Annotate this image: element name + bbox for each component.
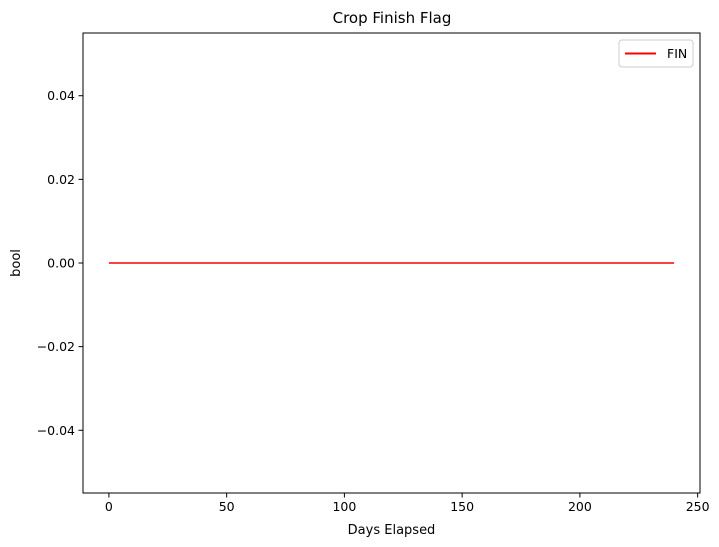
x-tick-label: 200 — [568, 499, 592, 514]
x-tick-label: 250 — [686, 499, 710, 514]
x-tick-label: 150 — [450, 499, 474, 514]
y-axis-label: bool — [9, 249, 24, 277]
y-tick-label: 0.02 — [47, 172, 75, 187]
legend-label-fin: FIN — [667, 46, 687, 61]
y-tick-label: −0.04 — [37, 423, 75, 438]
y-tick-label: −0.02 — [37, 339, 75, 354]
x-axis: 0 50 100 150 200 250 — [105, 493, 710, 514]
x-tick-label: 0 — [105, 499, 113, 514]
x-tick-label: 50 — [219, 499, 235, 514]
chart-title: Crop Finish Flag — [333, 9, 452, 27]
x-axis-label: Days Elapsed — [348, 523, 436, 538]
y-axis: −0.04 −0.02 0.00 0.02 0.04 — [37, 88, 83, 438]
y-tick-label: 0.00 — [47, 256, 75, 271]
plot-area — [82, 32, 701, 494]
x-tick-label: 100 — [332, 499, 356, 514]
legend: FIN — [618, 39, 694, 68]
y-tick-label: 0.04 — [47, 88, 75, 103]
